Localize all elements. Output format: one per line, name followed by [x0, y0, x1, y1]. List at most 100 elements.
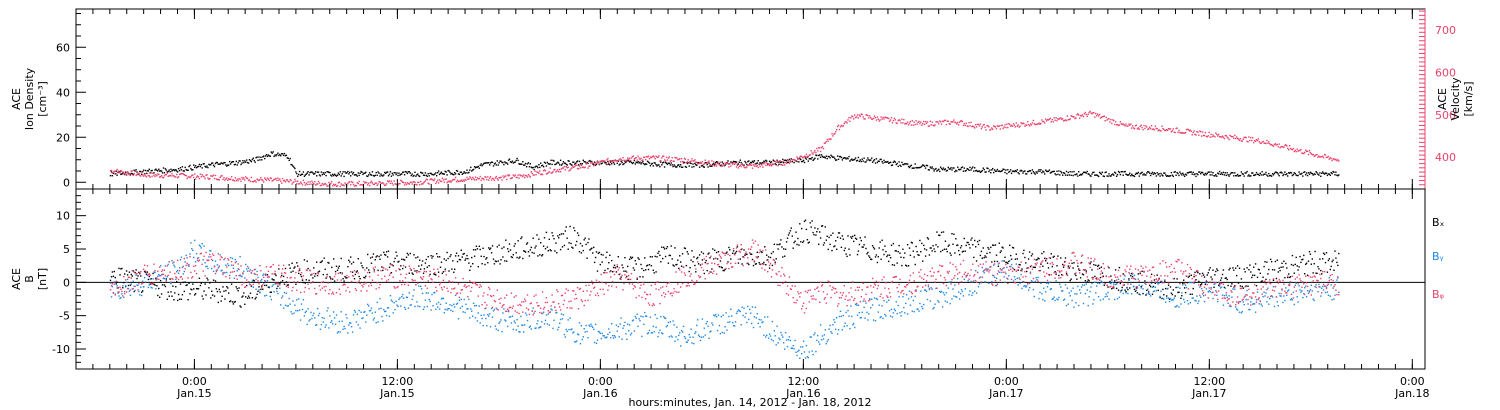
ion-density-point	[412, 175, 414, 177]
by-point	[777, 342, 779, 344]
velocity-point	[492, 178, 495, 180]
ion-density-point	[190, 167, 192, 170]
ion-density-point	[929, 166, 931, 168]
velocity-point	[901, 118, 903, 120]
ion-density-point	[1020, 169, 1022, 171]
bx-point	[303, 259, 306, 261]
ion-density-point	[237, 162, 239, 164]
ion-density-point	[119, 170, 121, 173]
bx-point	[1156, 274, 1158, 276]
by-point	[792, 345, 794, 347]
by-point	[667, 321, 670, 324]
bx-point	[407, 254, 410, 256]
velocity-point	[785, 162, 788, 164]
bx-point	[976, 240, 979, 243]
ion-density-point	[661, 164, 663, 166]
bx-point	[567, 248, 569, 250]
velocity-point	[464, 178, 466, 181]
ion-density-point	[977, 170, 980, 172]
bx-point	[1274, 260, 1277, 263]
velocity-point	[360, 183, 362, 186]
velocity-point	[1204, 131, 1207, 134]
bx-point	[1287, 276, 1289, 279]
by-point	[988, 282, 990, 285]
bx-point	[809, 222, 811, 224]
velocity-point	[635, 157, 637, 159]
ion-density-point	[1140, 172, 1142, 174]
velocity-point	[461, 180, 463, 182]
ion-density-point	[561, 163, 564, 165]
velocity-point	[1312, 153, 1314, 156]
by-point	[142, 286, 145, 288]
ion-density-point	[763, 160, 765, 162]
ion-density-point	[497, 164, 499, 166]
by-point	[717, 314, 720, 316]
ion-density-point	[1231, 172, 1233, 174]
velocity-point	[1183, 132, 1186, 134]
velocity-point	[1325, 156, 1328, 159]
ion-density-point	[1249, 175, 1251, 177]
ion-density-point	[1257, 173, 1260, 176]
velocity-point	[1101, 116, 1104, 118]
ion-density-point	[486, 162, 488, 164]
bx-point	[171, 295, 173, 297]
velocity-point	[801, 155, 803, 158]
by-point	[446, 309, 448, 311]
bx-point	[300, 275, 303, 278]
velocity-point	[1133, 128, 1136, 130]
velocity-point	[543, 169, 546, 171]
bx-point	[741, 263, 743, 265]
by-point	[871, 304, 874, 306]
bx-point	[254, 298, 256, 300]
by-point	[951, 298, 953, 300]
by-point	[514, 322, 516, 324]
velocity-point	[767, 163, 770, 165]
bx-point	[958, 253, 961, 256]
by-point	[319, 328, 322, 330]
ion-density-point	[517, 159, 519, 162]
by-point	[900, 315, 902, 317]
bx-point	[449, 255, 451, 258]
bx-point	[975, 260, 978, 262]
by-point	[164, 265, 167, 267]
velocity-point	[949, 123, 951, 125]
bx-point	[527, 251, 530, 253]
by-point	[645, 315, 647, 317]
bx-point	[1282, 266, 1284, 268]
by-point	[338, 320, 340, 323]
velocity-point	[1162, 127, 1164, 130]
bx-point	[1018, 263, 1020, 266]
ion-density-point	[1064, 174, 1067, 176]
bx-point	[1149, 284, 1151, 286]
bx-point	[578, 251, 581, 253]
ion-density-point	[274, 154, 276, 156]
ion-density-point	[242, 160, 244, 162]
bx-point	[909, 254, 912, 256]
velocity-point	[1049, 117, 1052, 120]
ion-density-point	[850, 159, 852, 161]
velocity-point	[520, 175, 522, 177]
bx-point	[1263, 265, 1265, 268]
bx-point	[625, 270, 627, 272]
bx-point	[668, 254, 670, 257]
bx-point	[1228, 269, 1230, 271]
by-point	[672, 320, 674, 322]
ion-density-point	[842, 157, 844, 159]
velocity-point	[186, 177, 188, 180]
bx-point	[1327, 259, 1330, 262]
velocity-point	[385, 183, 388, 185]
velocity-point	[598, 163, 601, 165]
by-point	[297, 310, 299, 312]
velocity-point	[1310, 153, 1312, 155]
velocity-point	[835, 131, 837, 133]
velocity-point	[1120, 123, 1122, 125]
velocity-point	[502, 175, 504, 177]
ion-density-point	[647, 161, 650, 163]
ion-density-point	[616, 162, 618, 164]
bx-point	[271, 278, 273, 280]
bx-point	[847, 235, 849, 237]
by-point	[486, 325, 488, 327]
bx-point	[986, 252, 988, 255]
velocity-point	[1282, 146, 1284, 148]
bx-point	[1183, 279, 1185, 281]
